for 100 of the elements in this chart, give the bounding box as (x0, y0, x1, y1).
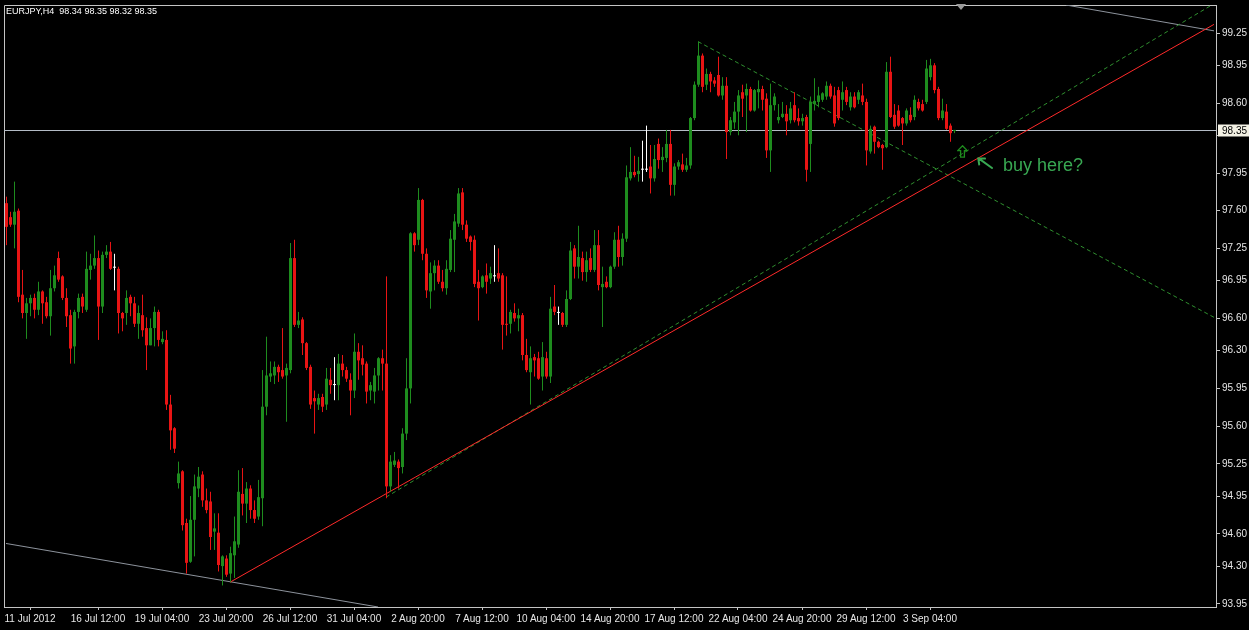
candlestick (709, 71, 712, 93)
candlestick (737, 89, 740, 136)
candlestick (93, 234, 96, 270)
candlestick (485, 262, 488, 295)
candlestick (273, 360, 276, 385)
candlestick (537, 351, 540, 381)
y-tick-label: 98.95 (1222, 59, 1248, 71)
candlestick (777, 103, 780, 124)
candlestick (529, 345, 532, 406)
candlestick (785, 104, 788, 136)
candlestick (377, 356, 380, 392)
x-tick-label: 10 Aug 04:00 (516, 612, 576, 624)
candlestick (5, 196, 8, 246)
candlestick (129, 294, 132, 317)
candlestick (745, 83, 748, 133)
candlestick (541, 341, 544, 392)
candlestick (13, 181, 16, 249)
candlestick (757, 79, 760, 109)
candlestick (617, 225, 620, 268)
x-tick-label: 11 Jul 2012 (4, 612, 56, 624)
candlestick (53, 265, 56, 292)
candlestick (665, 129, 668, 163)
candlestick (941, 98, 944, 121)
candlestick (29, 294, 32, 317)
candlestick (433, 259, 436, 291)
candlestick (341, 354, 344, 378)
x-tick-label: 26 Jul 12:00 (262, 612, 318, 624)
candlestick (121, 311, 124, 332)
candlestick (645, 125, 648, 173)
candlestick (741, 84, 744, 118)
x-tick-label: 3 Sep 04:00 (903, 612, 958, 624)
candlestick (249, 484, 252, 520)
candlestick (793, 91, 796, 123)
y-tick-label: 96.95 (1222, 274, 1248, 286)
candlestick (329, 367, 332, 395)
candlestick (81, 293, 84, 314)
candlestick (789, 101, 792, 124)
y-tick-label: 99.25 (1222, 26, 1248, 38)
candlestick (145, 316, 148, 371)
y-tick-label: 97.95 (1222, 166, 1248, 178)
candlestick (397, 458, 400, 490)
candlestick (601, 266, 604, 328)
candlestick (177, 461, 180, 490)
candlestick (149, 317, 152, 346)
candlestick (33, 293, 36, 319)
candlestick (413, 231, 416, 253)
candlestick (649, 144, 652, 194)
candlestick (505, 275, 508, 337)
y-tick-label: 94.95 (1222, 489, 1248, 501)
candlestick (633, 155, 636, 178)
candlestick (657, 138, 660, 170)
x-tick-label: 16 Jul 12:00 (70, 612, 126, 624)
candlestick (357, 342, 360, 381)
candlestick (109, 241, 112, 271)
x-tick-label: 24 Aug 20:00 (772, 612, 832, 624)
candlestick (77, 293, 80, 319)
candlestick (661, 146, 664, 173)
y-tick-label: 98.60 (1222, 96, 1248, 108)
x-tick-label: 23 Jul 20:00 (198, 612, 254, 624)
candlestick (841, 80, 844, 112)
ref-line-label: 98.35 (1222, 124, 1248, 136)
candlestick (321, 393, 324, 413)
candlestick (749, 86, 752, 113)
candlestick (681, 153, 684, 173)
candlestick (437, 259, 440, 285)
candlestick (897, 104, 900, 128)
y-tick-label: 93.95 (1222, 597, 1248, 609)
candlestick (733, 101, 736, 130)
candlestick (465, 219, 468, 243)
candlestick (609, 265, 612, 289)
candlestick (137, 304, 140, 340)
candlestick (281, 327, 284, 380)
candlestick (125, 289, 128, 326)
annotation: buy here? (1003, 154, 1084, 175)
candlestick (717, 56, 720, 98)
y-tick-label: 97.25 (1222, 242, 1248, 254)
candlestick (41, 289, 44, 325)
candlestick (253, 499, 256, 524)
candlestick (637, 156, 640, 183)
candlestick (585, 251, 588, 283)
candlestick (525, 338, 528, 373)
chart-title: EURJPY,H4 98.34 98.35 98.32 98.35 (6, 5, 157, 16)
candlestick (513, 302, 516, 323)
candlestick (573, 244, 576, 280)
candlestick (381, 349, 384, 392)
candlestick (225, 554, 228, 578)
candlestick (729, 116, 732, 136)
candlestick (509, 309, 512, 334)
candlestick (705, 68, 708, 91)
candlestick (245, 481, 248, 524)
y-tick-label: 94.30 (1222, 559, 1248, 571)
candlestick (869, 125, 872, 155)
candlestick (153, 306, 156, 347)
candlestick (301, 316, 304, 356)
candlestick (349, 372, 352, 416)
candlestick (825, 80, 828, 101)
x-tick-label: 7 Aug 12:00 (455, 612, 510, 624)
y-tick-label: 96.60 (1222, 312, 1248, 324)
candlestick (849, 91, 852, 112)
candlestick (37, 281, 40, 316)
